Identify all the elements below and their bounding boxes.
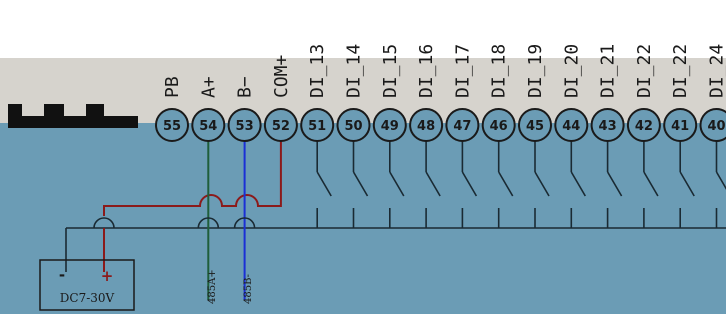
terminal-number: 44 [562,119,580,134]
terminal-number: 52 [272,119,290,134]
power-negative-sign: - [59,266,65,284]
di-switch-blade [498,171,514,197]
terminal-number: 48 [417,119,435,134]
terminal-number: 51 [308,119,326,134]
terminal-number: 47 [453,119,471,134]
terminal-number: 55 [163,119,181,134]
connector-block [64,116,86,128]
terminal-label: DI_24 [707,44,726,98]
bottom-margin [0,314,726,323]
terminal-labels: PB A+ B− COM+ DI_13 DI_14 DI_15 DI_16 DI_17 DI_18… [162,44,726,98]
connector-block [22,116,44,128]
terminal-label: DI_19 [525,44,546,98]
terminal-label: COM+ [271,54,292,98]
power-supply: - + DC7-30V [39,259,135,311]
di-switch-blade [425,171,441,197]
di-switch-blade [570,171,586,197]
di-switch-blade [606,171,623,197]
di-switch-blade [316,171,332,197]
bus-label-485a: 485A+ [207,269,218,304]
terminal-circle [409,108,444,142]
terminal-label: B− [235,76,256,98]
terminal-label: DI_21 [598,44,619,98]
terminal-circle [263,108,298,142]
terminal-circle [626,108,661,142]
terminal-number: 46 [490,119,508,134]
terminal-label: DI_14 [344,44,365,98]
dc-positive-wire [103,141,282,272]
terminal-number: 41 [671,119,689,134]
di-switch-blade [643,171,659,197]
terminal-circles: 55 54 53 52 51 50 49 48 47 46 45 44 43 42 41 40 [155,108,726,142]
terminal-label: DI_13 [307,44,328,98]
power-positive-sign: + [101,267,114,285]
di-switch-blade [534,171,550,197]
left-connector-blocks [8,104,138,128]
terminal-label: DI_18 [489,44,510,98]
connector-block [44,104,64,128]
terminal-label: PB [162,76,183,98]
terminal-circle [554,108,589,142]
terminal-number: 45 [526,119,544,134]
di-switch-blade [715,171,726,190]
terminal-circle [518,108,552,142]
wire-crossover [197,217,220,229]
terminal-number: 50 [344,119,362,134]
terminal-circle [445,108,480,142]
terminal-circle [481,108,516,142]
terminal-label: DI_22 [634,44,655,98]
terminal-circle [191,108,226,142]
connector-block [8,104,22,128]
di-switch-blade [679,171,695,197]
connector-block [104,116,138,128]
terminal-number: 42 [635,119,653,134]
terminal-circle [227,108,262,142]
terminal-number: 43 [599,119,617,134]
terminal-number: 49 [381,119,399,134]
connector-block [86,104,104,128]
terminal-circle [699,108,726,142]
terminal-number: 54 [199,119,217,134]
wire-crossover [93,217,115,229]
terminal-circle [155,108,189,142]
wires [65,141,726,300]
terminal-circle [663,108,698,142]
terminal-circle [300,108,335,142]
terminal-label: DI_22 [670,44,691,98]
bus-label-485b: 485B- [243,274,254,304]
di-switch-blade [461,171,478,197]
power-supply-box [39,259,135,311]
power-supply-label: DC7-30V [60,291,115,305]
wire-crossover [233,217,256,229]
terminal-number: 40 [707,119,725,134]
di-switch-blade [389,171,405,197]
terminal-label: DI_17 [452,44,473,98]
terminal-label: DI_16 [416,44,437,98]
terminal-label: DI_20 [561,44,582,98]
terminal-number: 53 [236,119,254,134]
di-switch-blade [352,171,369,197]
terminal-label: A+ [198,76,219,98]
terminal-circle [590,108,625,142]
panel-background [0,123,726,323]
terminal-label: DI_15 [380,44,401,98]
top-margin [0,0,726,58]
terminal-circle [372,108,407,142]
terminal-circle [336,108,371,142]
